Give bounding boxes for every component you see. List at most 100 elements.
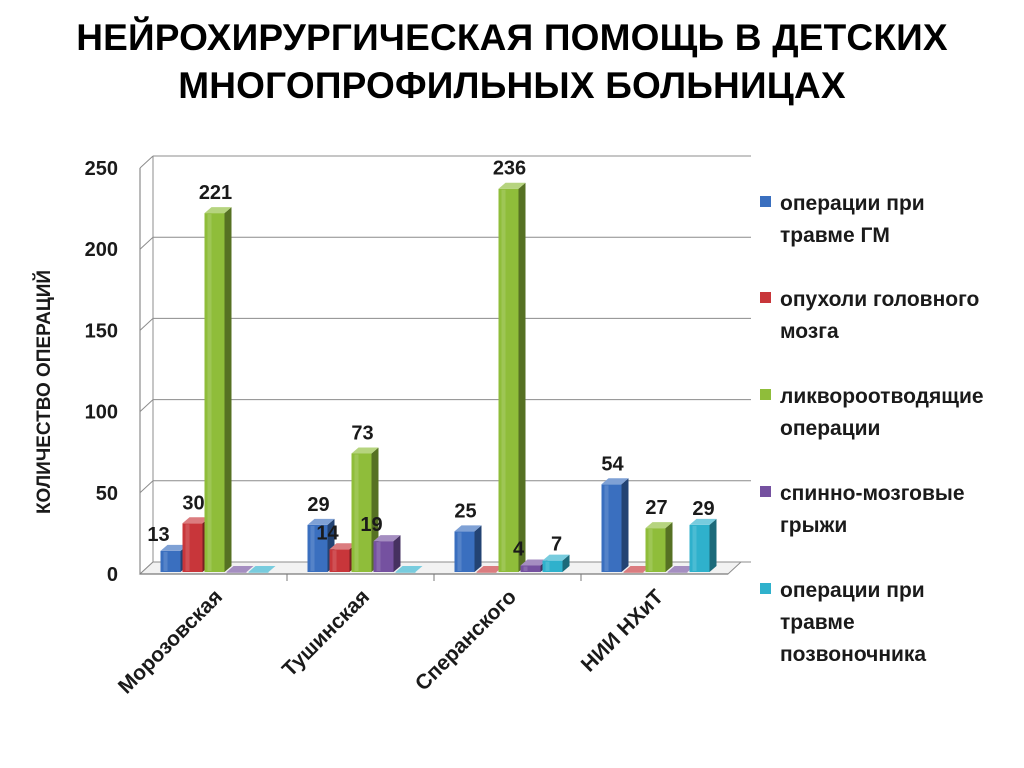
- chart-title: НЕЙРОХИРУРГИЧЕСКАЯ ПОМОЩЬ В ДЕТСКИХ МНОГ…: [0, 14, 1024, 110]
- legend-swatch-3: [760, 486, 771, 497]
- data-label-0-2: 25: [454, 500, 476, 522]
- bar-3-1: [373, 535, 401, 572]
- bar-0-2: [454, 525, 482, 572]
- legend-label-2: ликвороотводящие операции: [780, 381, 984, 445]
- gridline-side-200: [139, 236, 154, 250]
- bar-top-0-1: [307, 518, 335, 525]
- legend-swatch-4: [760, 583, 771, 594]
- bar-4-3: [689, 518, 717, 572]
- data-label-1-1: 14: [316, 522, 339, 544]
- bar-top-3-1: [373, 535, 401, 542]
- bar-top-2-2: [498, 182, 526, 189]
- data-label-1-0: 30: [182, 492, 204, 514]
- bar-2-2: [498, 182, 526, 572]
- data-label-0-0: 13: [147, 524, 169, 546]
- legend-label-line: грыжи: [780, 514, 848, 537]
- bar-side-2-0: [224, 207, 232, 572]
- bar-side-4-3: [709, 518, 717, 572]
- y-tick-label-150: 150: [85, 320, 118, 342]
- category-label-0: Морозовская: [114, 585, 227, 698]
- bar-highlight-2-0: [207, 214, 212, 571]
- category-label-1: Тушинская: [278, 585, 374, 681]
- bar-0-1: [307, 518, 335, 572]
- gridline-side-100: [139, 399, 154, 412]
- chart-title-line-1: НЕЙРОХИРУРГИЧЕСКАЯ ПОМОЩЬ В ДЕТСКИХ: [76, 17, 948, 58]
- bar-1-2: [476, 566, 504, 573]
- bar-1-3: [623, 566, 651, 573]
- y-tick-label-250: 250: [85, 158, 118, 180]
- bar-4-1: [395, 566, 423, 573]
- bar-top-4-0: [248, 566, 276, 572]
- legend-label-line: спинно-мозговые: [780, 482, 965, 505]
- bar-front-1-3: [623, 572, 644, 573]
- data-label-4-2: 7: [551, 534, 562, 556]
- bar-highlight-3-2: [523, 566, 528, 571]
- legend-label-line: ликвороотводящие: [780, 385, 984, 408]
- bar-top-2-3: [645, 522, 673, 529]
- bar-side-3-1: [393, 535, 401, 572]
- bar-front-3-3: [667, 572, 688, 573]
- bar-3-3: [667, 566, 695, 573]
- bar-side-2-2: [518, 182, 526, 572]
- bar-top-4-2: [542, 554, 570, 561]
- legend-swatch-2: [760, 389, 771, 400]
- bar-side-4-2: [562, 554, 570, 572]
- legend-label-line: операции при: [780, 192, 925, 215]
- y-tick-label-200: 200: [85, 239, 118, 261]
- bar-2-3: [645, 522, 673, 572]
- bar-highlight-0-0: [163, 551, 168, 571]
- bar-top-4-3: [689, 518, 717, 525]
- bar-highlight-3-1: [376, 542, 381, 571]
- legend-label-line: операции при: [780, 579, 925, 602]
- bar-highlight-1-1: [332, 550, 337, 571]
- bar-top-1-0: [182, 517, 210, 524]
- data-label-2-2: 236: [493, 158, 526, 180]
- bar-4-0: [248, 566, 276, 573]
- bar-side-0-3: [621, 478, 629, 572]
- gridline-side-50: [139, 480, 154, 494]
- bar-top-3-2: [520, 559, 548, 566]
- legend-label-line: травме ГМ: [780, 224, 890, 247]
- bar-top-3-3: [667, 566, 695, 572]
- bar-front-4-1: [395, 572, 416, 573]
- bar-front-3-0: [226, 572, 247, 573]
- bar-highlight-2-1: [354, 454, 359, 571]
- bar-2-0: [204, 207, 232, 572]
- legend-label-4: операции при травме позвоночника: [780, 575, 926, 671]
- bar-highlight-2-3: [648, 529, 653, 571]
- bar-top-2-1: [351, 447, 379, 454]
- legend-label-3: спинно-мозговые грыжи: [780, 478, 965, 542]
- data-label-4-3: 29: [692, 498, 714, 520]
- bar-highlight-1-0: [185, 524, 190, 571]
- bar-front-3-2: [520, 565, 541, 572]
- bar-top-0-0: [160, 544, 188, 551]
- bar-highlight-4-2: [545, 561, 550, 571]
- bar-top-0-2: [454, 525, 482, 532]
- legend-label-line: опухоли головного: [780, 288, 980, 311]
- legend-label-0: операции при травме ГМ: [780, 188, 925, 252]
- bar-front-4-2: [542, 560, 563, 572]
- category-label-3: НИИ НХиТ: [577, 585, 668, 676]
- data-label-0-3: 54: [601, 453, 624, 475]
- bar-highlight-0-2: [457, 532, 462, 571]
- bar-top-1-3: [623, 566, 651, 572]
- data-label-3-2: 4: [513, 539, 525, 561]
- legend-label-1: опухоли головного мозга: [780, 284, 979, 348]
- y-tick-label-50: 50: [96, 483, 118, 505]
- bar-0-3: [601, 478, 629, 572]
- bar-highlight-0-1: [310, 525, 315, 571]
- bar-side-2-3: [665, 522, 673, 572]
- bar-3-0: [226, 566, 254, 573]
- bar-side-0-2: [474, 525, 482, 572]
- bar-highlight-4-3: [692, 525, 697, 571]
- legend-label-line: мозга: [780, 320, 839, 343]
- data-label-0-1: 29: [307, 494, 329, 516]
- y-tick-label-100: 100: [85, 402, 118, 424]
- y-tick-label-0: 0: [107, 564, 118, 586]
- data-label-2-0: 221: [199, 182, 232, 204]
- gridline-side-150: [139, 318, 154, 331]
- data-label-2-1: 73: [351, 422, 373, 444]
- bar-top-3-0: [226, 566, 254, 572]
- bar-top-1-1: [329, 543, 357, 550]
- y-axis-title: КОЛИЧЕСТВО ОПЕРАЦИЙ: [33, 270, 55, 514]
